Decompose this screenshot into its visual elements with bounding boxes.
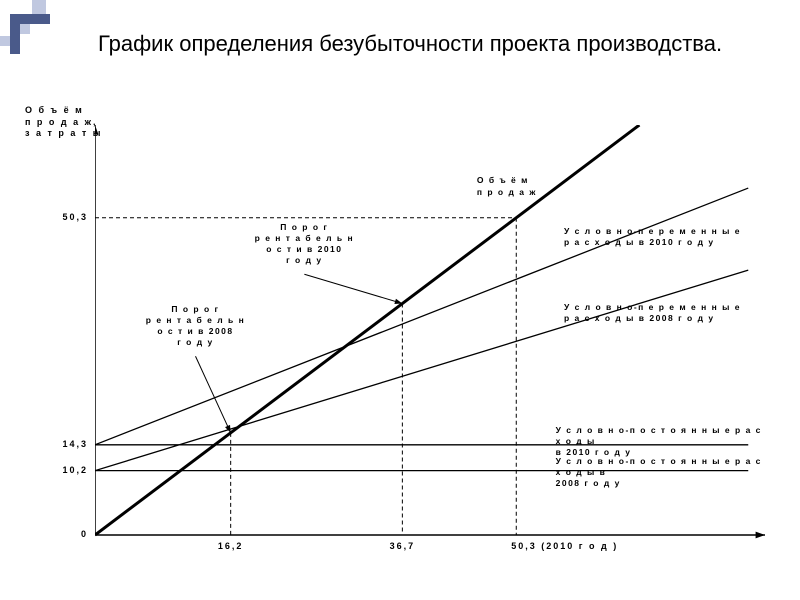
anno-threshold-2008: П о р о г р е н т а б е л ь н о с т и в … <box>141 304 251 348</box>
x-tick-16-2: 16,2 <box>201 541 261 553</box>
y-tick-14-3: 14,3 <box>53 439 88 451</box>
y-tick-10-2: 10,2 <box>53 465 88 477</box>
label-var2010: У с л о в н о-п е р е м е н н ы е р а с … <box>564 226 741 248</box>
breakeven-chart: О б ъ ё м п р о д а ж, з а т р а т ы 0 1… <box>95 125 765 555</box>
slide-title: График определения безубыточности проект… <box>60 30 760 59</box>
decor-sq-1 <box>32 0 46 14</box>
decor-bar-left <box>10 14 20 54</box>
anno-threshold-2010: П о р о г р е н т а б е л ь н о с т и в … <box>249 222 359 266</box>
x-tick-36-7: 36,7 <box>372 541 432 553</box>
y-tick-0: 0 <box>53 529 88 541</box>
y-tick-50-3: 50,3 <box>53 212 88 224</box>
label-fix2008: У с л о в н о-п о с т о я н н ы е р а с … <box>556 456 765 489</box>
y-axis-title: О б ъ ё м п р о д а ж, з а т р а т ы <box>25 105 145 140</box>
x-tick-50-3: 50,3 (2010 г о д ) <box>511 541 671 553</box>
decor-sq-2 <box>20 24 30 34</box>
label-var2008: У с л о в н о-п е р е м е н н ы е р а с … <box>564 302 741 324</box>
label-sales: О б ъ ё м п р о д а ж <box>477 175 537 197</box>
label-fix2010: У с л о в н о-п о с т о я н н ы е р а с … <box>556 425 765 458</box>
decor-sq-3 <box>0 36 10 46</box>
